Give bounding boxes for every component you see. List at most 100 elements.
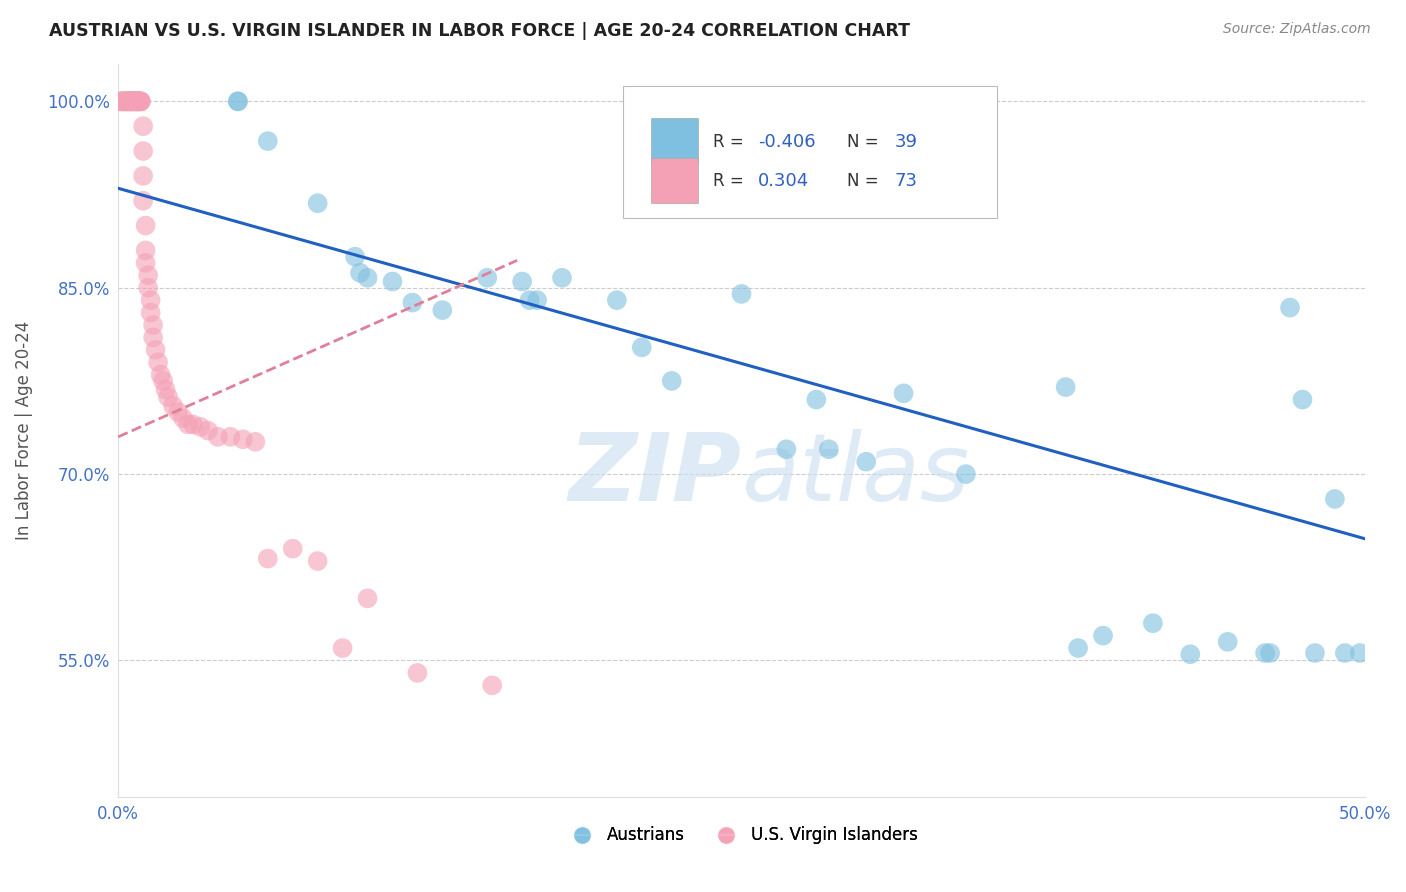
Legend: Austrians, U.S. Virgin Islanders: Austrians, U.S. Virgin Islanders (558, 820, 925, 851)
Point (142, 330, 165, 344)
Point (114, 95, 136, 109)
Point (955, 467, 977, 481)
Text: N =: N = (848, 133, 884, 151)
Point (124, 95, 146, 109)
Point (406, 665, 429, 680)
Point (526, 293, 548, 307)
Point (132, 194, 155, 208)
Point (226, 95, 249, 109)
Point (167, 405, 190, 419)
Point (124, 95, 146, 109)
Y-axis label: In Labor Force | Age 20-24: In Labor Force | Age 20-24 (15, 321, 32, 541)
Text: N =: N = (848, 172, 884, 190)
Point (120, 95, 142, 109)
Point (245, 434, 267, 449)
Point (136, 268, 159, 283)
Point (344, 250, 367, 264)
Point (256, 134, 278, 148)
Point (356, 270, 378, 285)
Point (197, 424, 219, 438)
Point (177, 417, 200, 432)
Point (120, 95, 142, 109)
Point (1054, 380, 1077, 394)
Point (122, 95, 145, 109)
Point (127, 95, 149, 109)
Point (817, 442, 839, 457)
Text: 0.304: 0.304 (758, 172, 808, 190)
Point (136, 281, 159, 295)
Point (1291, 392, 1313, 407)
Point (1303, 646, 1326, 660)
Point (114, 95, 136, 109)
Text: -0.406: -0.406 (758, 133, 815, 151)
Point (122, 95, 145, 109)
Point (145, 343, 167, 357)
Point (806, 392, 828, 407)
Point (477, 270, 499, 285)
Point (129, 95, 152, 109)
Text: ZIP: ZIP (568, 428, 741, 521)
Point (630, 340, 652, 354)
Point (132, 169, 155, 183)
Point (135, 244, 157, 258)
Point (146, 355, 169, 369)
Point (124, 95, 146, 109)
Point (127, 95, 149, 109)
Text: AUSTRIAN VS U.S. VIRGIN ISLANDER IN LABOR FORCE | AGE 20-24 CORRELATION CHART: AUSTRIAN VS U.S. VIRGIN ISLANDER IN LABO… (49, 22, 910, 40)
Point (356, 591, 378, 606)
Point (1348, 646, 1371, 660)
FancyBboxPatch shape (651, 118, 697, 163)
Point (349, 266, 371, 280)
Point (775, 442, 797, 457)
Point (1323, 491, 1346, 506)
Point (122, 95, 145, 109)
Point (129, 95, 152, 109)
Point (219, 430, 242, 444)
Point (332, 641, 354, 656)
Point (117, 95, 139, 109)
Point (129, 95, 152, 109)
Point (155, 383, 177, 397)
Point (117, 95, 139, 109)
Point (114, 95, 136, 109)
Point (120, 95, 142, 109)
Point (606, 293, 628, 307)
Point (114, 95, 136, 109)
Point (127, 95, 149, 109)
Text: R =: R = (713, 172, 754, 190)
Text: Source: ZipAtlas.com: Source: ZipAtlas.com (1223, 22, 1371, 37)
Point (110, 95, 132, 109)
Point (112, 95, 135, 109)
Point (124, 95, 146, 109)
Point (149, 368, 172, 382)
Point (135, 219, 157, 233)
Point (142, 318, 165, 332)
Point (1334, 646, 1357, 660)
Point (256, 551, 278, 566)
Point (893, 386, 915, 401)
Point (1254, 646, 1277, 660)
Point (157, 390, 180, 404)
Point (281, 541, 304, 556)
Text: 73: 73 (894, 172, 918, 190)
Point (551, 270, 574, 285)
Point (152, 374, 174, 388)
Point (120, 95, 142, 109)
Point (1067, 641, 1090, 656)
Point (190, 420, 212, 434)
Point (181, 417, 204, 432)
Point (432, 303, 454, 318)
Text: atlas: atlas (741, 429, 970, 520)
Point (661, 374, 683, 388)
Point (1216, 635, 1239, 649)
Point (112, 95, 135, 109)
FancyBboxPatch shape (623, 86, 997, 218)
Point (135, 256, 157, 270)
Point (730, 287, 752, 301)
Point (139, 293, 162, 307)
Point (112, 95, 135, 109)
Point (1180, 647, 1202, 661)
Point (1142, 616, 1164, 631)
Point (855, 455, 877, 469)
Point (401, 295, 423, 310)
